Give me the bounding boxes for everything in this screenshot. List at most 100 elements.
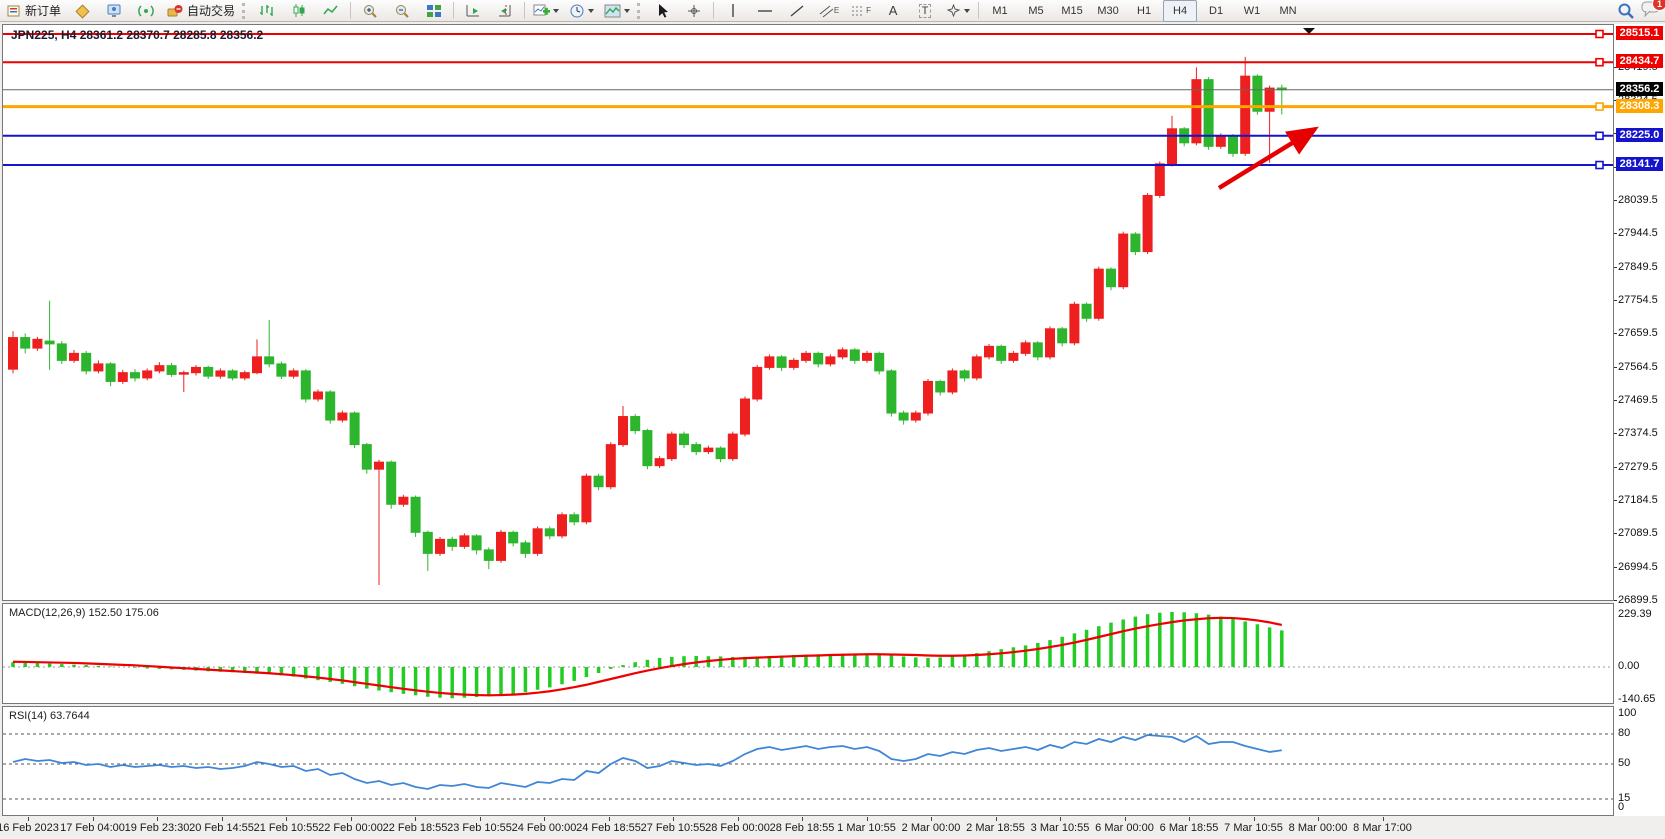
timeframe-H1-button[interactable]: H1 (1137, 4, 1152, 17)
tile-windows-button[interactable] (419, 0, 449, 22)
horizontal-line-icon (758, 9, 773, 12)
candle (935, 379, 946, 396)
vertical-line-tool-button[interactable] (718, 0, 748, 22)
separator (524, 2, 526, 19)
line-handle[interactable] (1595, 57, 1604, 67)
price-tick (1614, 566, 1617, 568)
candle (325, 390, 336, 424)
price-tick (1614, 66, 1617, 68)
time-axis-label: 19 Feb 23:30 (124, 822, 190, 834)
timeframe-D1-button[interactable]: D1 (1209, 4, 1224, 17)
price-axis[interactable]: 28419.528324.528229.528134.528039.527944… (1614, 24, 1665, 816)
time-tick (350, 817, 352, 821)
price-tick-label: 27279.5 (1618, 460, 1658, 473)
candle (642, 428, 653, 470)
fibonacci-sub-label: F (866, 6, 871, 15)
candle (740, 396, 750, 437)
timeframe-M30-button[interactable]: M30 (1097, 4, 1119, 17)
fibonacci-tool-button[interactable]: F (846, 0, 876, 22)
time-axis-label: 21 Feb 10:55 (253, 822, 319, 834)
candle (788, 357, 799, 370)
trend-arrow-annotation[interactable] (1217, 126, 1319, 190)
time-tick (544, 817, 545, 821)
timeframe-H4-button[interactable]: H4 (1163, 0, 1198, 22)
main-chart-pane[interactable]: JPN225, H4 28361.2 28370.7 28285.8 28356… (2, 24, 1614, 601)
new-order-button[interactable]: 新订单 (3, 0, 65, 22)
price-tick (1614, 199, 1617, 201)
chart-shift-button[interactable] (490, 0, 520, 22)
timeframe-M15-button[interactable]: M15 (1061, 4, 1083, 17)
template-button[interactable] (600, 0, 634, 22)
market-depth-button[interactable] (67, 0, 97, 22)
candle (874, 351, 885, 375)
timeframe-M1-button[interactable]: M1 (992, 4, 1008, 17)
time-tick (286, 817, 287, 821)
line-chart-type-button[interactable] (316, 0, 346, 22)
bar-chart-type-button[interactable] (252, 0, 282, 22)
candle (1203, 77, 1214, 150)
price-tick-label: 26899.5 (1618, 593, 1658, 606)
period-button[interactable] (565, 0, 598, 22)
terminal-icon (107, 4, 121, 17)
time-tick (931, 817, 932, 821)
arrows-icon (946, 3, 961, 17)
line-handle[interactable] (1595, 160, 1604, 170)
cursor-tool-button[interactable] (647, 0, 677, 22)
candle (130, 369, 140, 382)
candle (215, 368, 226, 379)
trendline-tool-button[interactable] (782, 0, 812, 22)
candle (776, 355, 787, 371)
candle (971, 354, 982, 381)
price-tick-label: 27184.5 (1618, 493, 1658, 506)
macd-pane[interactable]: MACD(12,26,9) 152.50 175.06 (2, 603, 1614, 704)
time-tick (737, 817, 739, 821)
zoom-in-button[interactable] (355, 0, 385, 22)
line-chart-icon (323, 5, 338, 15)
timeframe-MN-button[interactable]: MN (1279, 4, 1297, 17)
time-axis-label: 27 Feb 10:55 (640, 822, 706, 834)
candle (666, 431, 677, 462)
fibonacci-icon (852, 6, 865, 15)
text-label-tool-button[interactable]: T (910, 0, 940, 22)
text-tool-button[interactable]: A (878, 0, 908, 22)
price-tick (1614, 433, 1617, 435)
candle (923, 378, 933, 416)
candlestick-chart-type-button[interactable] (284, 0, 314, 22)
candle (44, 300, 55, 370)
add-indicator-button[interactable] (529, 0, 563, 22)
price-tick-label: 27089.5 (1618, 527, 1658, 540)
channel-tool-button[interactable]: E (814, 0, 844, 22)
down-triangle-marker[interactable] (1303, 28, 1315, 34)
timeframe-M5-button[interactable]: M5 (1028, 4, 1044, 17)
zoom-out-button[interactable] (387, 0, 417, 22)
candle (288, 368, 299, 379)
line-handle[interactable] (1595, 102, 1604, 111)
line-handle[interactable] (1595, 29, 1604, 39)
candle (361, 442, 372, 474)
search-icon[interactable] (1617, 2, 1635, 20)
macd-axis-label: 0.00 (1618, 660, 1640, 672)
candle (69, 349, 79, 363)
auto-trading-button[interactable]: 自动交易 (163, 0, 239, 22)
horizontal-line-tool-button[interactable] (750, 0, 780, 22)
terminal-button[interactable] (99, 0, 129, 22)
time-axis-label: 22 Feb 18:55 (382, 822, 448, 834)
candle (459, 533, 470, 549)
auto-scroll-button[interactable] (458, 0, 488, 22)
time-axis[interactable]: 16 Feb 2023 17 Feb 04:00 19 Feb 23:30 20 Fe… (0, 817, 1614, 839)
line-handle[interactable] (1595, 131, 1604, 141)
gold-box-icon (75, 3, 90, 19)
candle (166, 362, 177, 377)
candle (374, 459, 384, 585)
channel-icon (819, 5, 834, 17)
candle (20, 333, 31, 354)
candle (422, 530, 433, 571)
signals-button[interactable] (131, 0, 161, 22)
arrows-tool-button[interactable] (942, 0, 974, 22)
rsi-pane[interactable]: RSI(14) 63.7644 (2, 706, 1614, 816)
candle (410, 495, 421, 537)
notifications-button[interactable]: 1 (1641, 0, 1665, 22)
crosshair-tool-button[interactable] (679, 0, 709, 22)
timeframe-W1-button[interactable]: W1 (1243, 4, 1261, 17)
price-tick (1614, 366, 1617, 368)
